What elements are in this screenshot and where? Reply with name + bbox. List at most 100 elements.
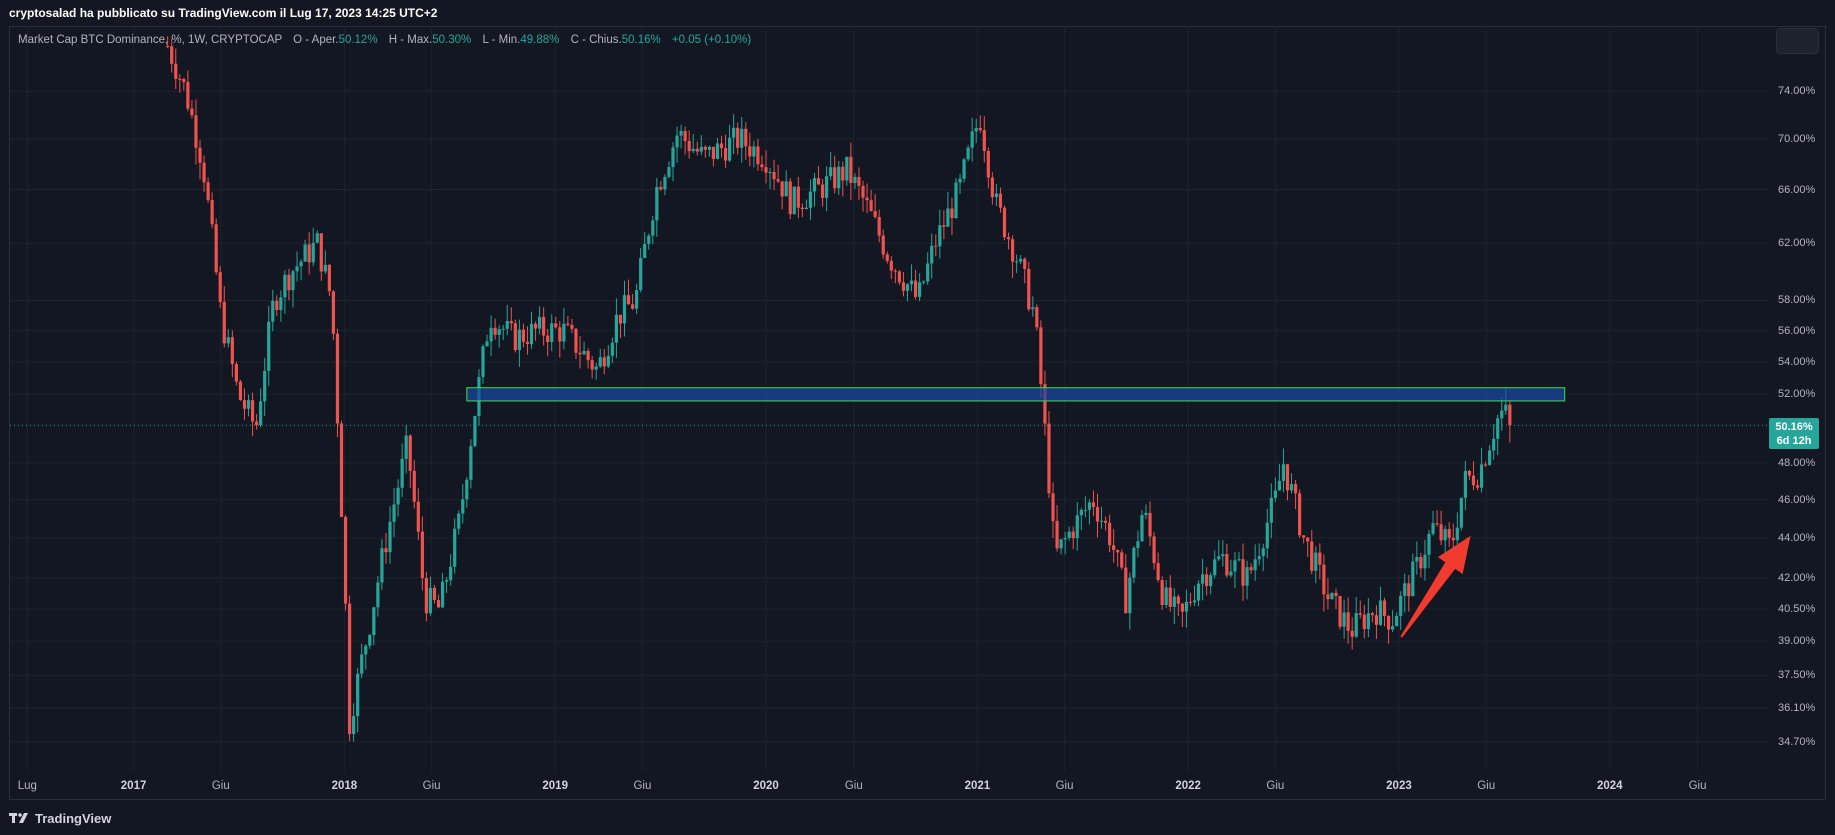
candle-body [558, 327, 562, 342]
candle-body [1322, 564, 1326, 595]
candle-body [1463, 470, 1467, 498]
candle-body [1120, 552, 1124, 568]
candle-body [1257, 556, 1261, 560]
candle-body [841, 166, 845, 181]
candle-body [626, 295, 631, 305]
candle-body [493, 327, 497, 335]
candle-body [1006, 237, 1011, 240]
candle-body [974, 127, 978, 132]
candle-body [764, 167, 768, 173]
candle-body [210, 200, 214, 225]
candle-body [1091, 502, 1096, 508]
candle-body [808, 191, 813, 208]
candle-body [1043, 384, 1047, 424]
candle-body [869, 200, 873, 211]
candle-body [1459, 497, 1463, 528]
candle-body [388, 521, 392, 553]
candle-body [360, 654, 364, 674]
candle-body [566, 323, 570, 325]
candle-body [1019, 258, 1023, 262]
candle-body [364, 645, 368, 655]
candle-body [740, 128, 744, 148]
candle-body [772, 172, 776, 180]
candle-body [1330, 592, 1334, 600]
candle-body [271, 300, 275, 322]
candle-body [723, 148, 728, 161]
candle-body [186, 82, 190, 109]
footer-brand[interactable]: TradingView [9, 808, 111, 828]
candle-body [1233, 560, 1237, 572]
candle-body [885, 254, 889, 261]
candle-body [1039, 327, 1043, 385]
candle-body [1407, 583, 1411, 597]
candle-body [1475, 485, 1480, 488]
candle-body [1221, 554, 1225, 557]
candle-body [865, 197, 869, 201]
candle-body [909, 280, 914, 285]
candle-body [283, 274, 287, 298]
candle-body [861, 185, 865, 198]
candle-body [942, 225, 946, 227]
candle-body [756, 146, 760, 165]
price-axis[interactable] [1768, 27, 1825, 799]
candle-body [1079, 510, 1083, 516]
time-tick-label: Giu [1477, 780, 1496, 792]
candle-body [465, 479, 469, 500]
candle-body [250, 400, 255, 422]
candle-body [1326, 594, 1330, 600]
candle-body [501, 328, 505, 330]
candle-body [178, 78, 182, 80]
candle-body [1391, 626, 1395, 630]
candle-body [748, 146, 752, 157]
candle-body [1342, 612, 1346, 627]
candle-body [295, 266, 299, 272]
candle-body [517, 329, 521, 351]
candle-body [319, 233, 323, 272]
candle-body [728, 137, 732, 161]
candle-body [1310, 541, 1314, 571]
candle-body [1471, 475, 1476, 486]
candle-body [170, 46, 174, 64]
candle-body [1055, 521, 1059, 549]
candle-body [198, 147, 202, 163]
candle-body [825, 176, 829, 198]
price-tick-label: 37.50% [1778, 669, 1816, 682]
candle-body [736, 127, 740, 148]
candle-body [768, 172, 772, 174]
time-tick-label: 2022 [1175, 780, 1201, 792]
time-tick-label: Giu [844, 780, 863, 792]
candle-body [384, 548, 388, 553]
candle-body [1443, 529, 1447, 541]
candle-body [1067, 531, 1071, 538]
candle-body [837, 166, 841, 189]
candle-body [833, 167, 837, 189]
legend-close-value: 50.16% [621, 34, 661, 46]
candle-body [618, 314, 623, 324]
legend-close-label: C - Chius. [570, 34, 622, 46]
candle-body [691, 148, 695, 152]
candle-body [1285, 464, 1290, 491]
candle-body [542, 316, 546, 336]
time-tick-label: 2021 [964, 780, 991, 792]
candle-body [1354, 613, 1358, 637]
candle-body [1350, 630, 1354, 637]
candle-body [1261, 548, 1265, 557]
candle-body [1281, 464, 1286, 481]
candle-body [913, 280, 918, 297]
candle-body [853, 176, 857, 184]
candle-body [404, 435, 408, 459]
candle-body [845, 156, 849, 181]
candle-body [206, 182, 210, 201]
time-tick-label: Giu [422, 780, 441, 792]
time-tick-label: Giu [211, 780, 230, 792]
candle-body [1358, 613, 1362, 615]
candle-body [1403, 583, 1407, 596]
candle-body [1338, 595, 1342, 627]
candle-body [246, 400, 251, 409]
candle-body [525, 341, 530, 345]
chart-settings-button[interactable] [1776, 28, 1819, 54]
candle-body [356, 673, 360, 717]
legend-high-label: H - Max. [388, 34, 433, 46]
candle-body [412, 470, 416, 502]
